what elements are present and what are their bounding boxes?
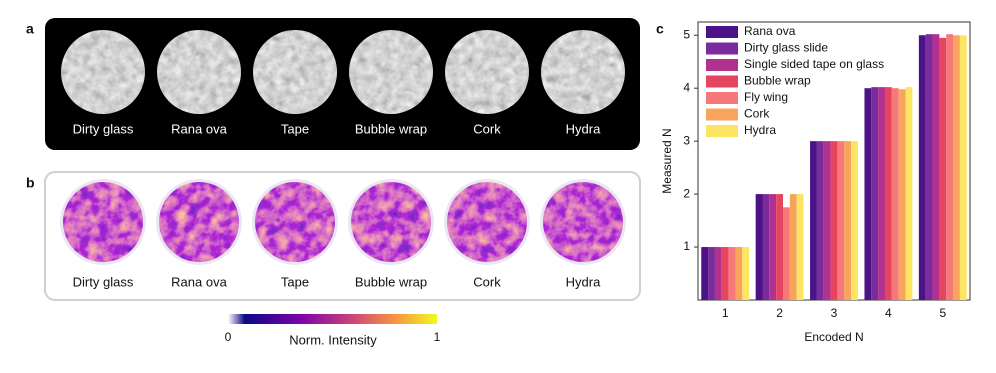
bar (769, 194, 777, 300)
image-caption: Tape (281, 274, 309, 289)
colorbar-min: 0 (225, 330, 232, 344)
bar (783, 207, 790, 300)
image-caption: Rana ova (171, 274, 227, 289)
bar (918, 35, 926, 300)
bar (946, 34, 954, 300)
image-caption: Cork (473, 274, 501, 289)
bar (776, 194, 784, 300)
sample-image (349, 30, 433, 114)
speckle-image (255, 182, 335, 262)
legend-swatch (706, 42, 738, 55)
legend-swatch (706, 59, 738, 71)
bar (789, 194, 797, 300)
bar (905, 87, 913, 300)
y-tick-label: 1 (683, 239, 690, 253)
bar (714, 247, 722, 300)
bar (884, 87, 892, 300)
y-tick-label: 2 (683, 186, 690, 200)
speckle-image (447, 182, 527, 262)
legend-swatch (706, 26, 738, 38)
bar (891, 88, 899, 300)
bar (844, 141, 852, 300)
y-tick-label: 4 (683, 80, 690, 94)
legend-label: Cork (744, 107, 770, 121)
speckle-image (543, 182, 623, 262)
bar (830, 141, 838, 300)
x-tick-label: 4 (885, 306, 892, 320)
x-tick-label: 5 (939, 306, 946, 320)
x-tick-label: 1 (722, 306, 729, 320)
speckle-image (351, 182, 431, 262)
bar (851, 141, 858, 300)
image-caption: Rana ova (171, 121, 227, 136)
bar (823, 141, 831, 300)
legend-swatch (706, 125, 738, 137)
colorbar-max: 1 (434, 330, 441, 344)
image-caption: Hydra (566, 121, 601, 136)
bar (925, 34, 933, 300)
panel-label: c (656, 21, 664, 37)
bar (762, 194, 770, 300)
sample-image (157, 30, 241, 114)
x-axis-label: Encoded N (804, 330, 863, 344)
speckle-image (63, 182, 143, 262)
bar (701, 247, 709, 300)
bar (871, 87, 879, 300)
bar (735, 247, 743, 300)
x-tick-label: 2 (776, 306, 783, 320)
image-caption: Dirty glass (73, 274, 134, 289)
image-caption: Dirty glass (73, 121, 134, 136)
x-tick-label: 3 (831, 306, 838, 320)
bar (721, 247, 729, 300)
image-caption: Hydra (566, 274, 601, 289)
bar (959, 35, 967, 300)
bar (810, 141, 817, 300)
bar (878, 87, 885, 300)
legend-label: Hydra (744, 123, 776, 137)
bar (837, 141, 845, 300)
image-caption: Cork (473, 121, 501, 136)
image-caption: Bubble wrap (355, 121, 427, 136)
sample-image (541, 30, 625, 114)
legend-label: Single sided tape on glass (744, 57, 884, 71)
legend-label: Bubble wrap (744, 74, 811, 88)
bar (708, 247, 715, 300)
y-axis-label: Measured N (660, 128, 674, 193)
legend-label: Fly wing (744, 90, 788, 104)
bar (755, 194, 763, 300)
panel-label: b (26, 175, 35, 191)
speckle-image (159, 182, 239, 262)
bar (728, 247, 736, 300)
bar (796, 194, 804, 300)
colorbar-title: Norm. Intensity (289, 332, 377, 347)
bar (898, 89, 906, 300)
bar (932, 34, 940, 300)
image-caption: Tape (281, 121, 309, 136)
sample-image (445, 30, 529, 114)
bar (816, 141, 824, 300)
sample-image (61, 30, 145, 114)
y-tick-label: 5 (683, 27, 690, 41)
image-caption: Bubble wrap (355, 274, 427, 289)
panel-label: a (26, 21, 34, 37)
bar (742, 247, 750, 300)
legend-swatch (706, 92, 738, 104)
y-tick-label: 3 (683, 133, 690, 147)
legend-swatch (706, 108, 738, 121)
legend-label: Dirty glass slide (744, 41, 828, 55)
legend-label: Rana ova (744, 24, 796, 38)
sample-image (253, 30, 337, 114)
bar (953, 35, 960, 300)
bar (864, 88, 872, 300)
bar (939, 37, 947, 301)
legend-swatch (706, 75, 738, 88)
bar-chart: 1 2 3 4 5 1 2 3 4 5 Encoded N Measured N Rana ova Dir… (660, 21, 971, 344)
colorbar (228, 314, 437, 324)
